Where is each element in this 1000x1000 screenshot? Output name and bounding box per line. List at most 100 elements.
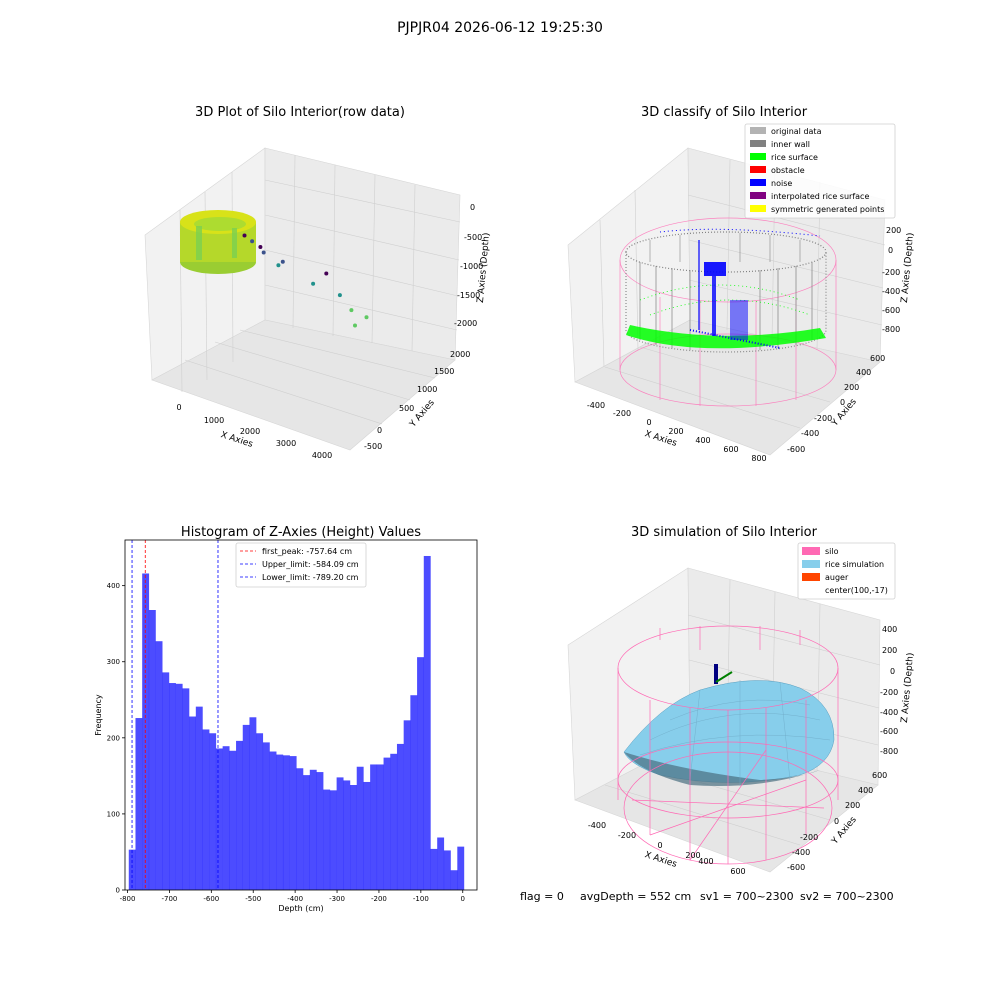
legend-label: silo: [825, 547, 839, 556]
classify-3d-title: 3D classify of Silo Interior: [641, 105, 808, 120]
histogram-bar: [182, 688, 190, 890]
raw-3d-grid: [179, 154, 461, 425]
simulation-3d-y-ticks: -600 -400 -200 0 200 400 600: [787, 771, 887, 872]
histogram-bar: [229, 750, 237, 890]
classify-3d-x-tick: 400: [695, 436, 710, 445]
legend-swatch: [750, 127, 766, 134]
histogram-ylabel: Frequency: [94, 694, 103, 736]
histogram-bar: [155, 641, 163, 890]
classify-3d-y-tick: -400: [801, 429, 819, 438]
legend-label: center(100,-17): [825, 586, 888, 595]
histogram-bar: [303, 775, 310, 890]
simulation-3d-y-tick: -200: [800, 833, 818, 842]
histogram-x-tick-label: -800: [120, 895, 136, 903]
histogram-bar: [249, 717, 257, 890]
legend-swatch: [750, 205, 766, 212]
raw-point: [280, 259, 285, 264]
histogram-y-tick-label: 300: [107, 658, 120, 666]
classify-3d-y-tick: 200: [844, 383, 859, 392]
histogram-bar: [316, 772, 324, 890]
raw-3d-title: 3D Plot of Silo Interior(row data): [195, 105, 405, 120]
histogram-bar: [309, 769, 317, 890]
simulation-3d-rice-shadow: [624, 752, 820, 786]
histogram-bar: [296, 768, 304, 890]
status-sv2: sv2 = 700~2300: [800, 890, 894, 903]
legend-label: symmetric generated points: [771, 205, 884, 214]
histogram-bar: [363, 781, 371, 890]
histogram-y-ticks: 0 100 200 300 400: [107, 582, 125, 895]
histogram-xlabel: Depth (cm): [278, 904, 323, 913]
raw-3d-z-tick: -1000: [460, 262, 483, 271]
histogram-bar: [336, 777, 344, 890]
simulation-3d-z-tick: 200: [882, 646, 897, 655]
classify-3d-z-tick: -800: [882, 325, 900, 334]
simulation-3d-title: 3D simulation of Silo Interior: [631, 525, 818, 540]
histogram-bar: [383, 757, 391, 890]
classify-3d-y-tick: -200: [814, 414, 832, 423]
panel-simulation-3d: 3D simulation of Silo Interior: [567, 525, 916, 876]
raw-3d-y-tick: -500: [364, 442, 382, 451]
legend-label: obstacle: [771, 166, 805, 175]
simulation-3d-x-tick: 200: [685, 851, 700, 860]
classify-3d-z-ticks: 200 0 -200 -400 -600 -800: [882, 226, 901, 334]
legend-label: rice surface: [771, 153, 818, 162]
simulation-3d-z-ticks: 400 200 0 -200 -400 -600 -800: [880, 625, 898, 756]
histogram-x-tick-label: -700: [161, 895, 177, 903]
raw-3d-pane-floor: [151, 319, 456, 451]
panel-classify-3d: 3D classify of Silo Interior: [567, 105, 916, 463]
histogram-bar: [262, 742, 270, 890]
raw-3d-rice-ring: [180, 210, 256, 274]
classify-3d-x-tick: 600: [723, 445, 738, 454]
raw-3d-x-tick: 3000: [276, 439, 296, 448]
simulation-3d-auger-icon: [714, 664, 733, 684]
histogram-y-tick-label: 100: [107, 810, 120, 818]
histogram-bar: [390, 753, 398, 890]
classify-3d-x-tick: 200: [668, 427, 683, 436]
raw-3d-y-tick: 500: [399, 404, 414, 413]
histogram-bar: [169, 683, 176, 890]
raw-point: [261, 250, 266, 255]
simulation-3d-x-tick: -200: [618, 831, 636, 840]
legend-label: rice simulation: [825, 560, 884, 569]
legend-swatch: [802, 560, 820, 568]
legend-label: interpolated rice surface: [771, 192, 869, 201]
histogram-y-tick-label: 0: [116, 887, 120, 895]
simulation-3d-y-tick: 600: [872, 771, 887, 780]
raw-3d-z-ticks: 0 -500 -1000 -1500 -2000: [454, 203, 483, 328]
raw-3d-outlier-points: [242, 233, 369, 328]
simulation-3d-y-tick: 400: [858, 786, 873, 795]
raw-point: [337, 293, 342, 298]
histogram-bar: [457, 846, 465, 890]
classify-3d-z-tick: 200: [886, 226, 901, 235]
raw-point: [353, 323, 357, 328]
raw-3d-z-tick: -1500: [457, 291, 480, 300]
classify-3d-y-tick: -600: [787, 445, 805, 454]
histogram-bar: [396, 743, 404, 890]
histogram-bar: [195, 706, 203, 890]
raw-3d-z-tick: -500: [464, 233, 482, 242]
histogram-x-tick-label: -200: [371, 895, 387, 903]
raw-3d-x-tick: 0: [176, 403, 181, 412]
status-avg-depth: avgDepth = 552 cm: [580, 890, 691, 903]
histogram-bar: [236, 740, 243, 890]
legend-swatch: [750, 153, 766, 160]
legend-swatch: [802, 573, 820, 581]
classify-3d-x-tick: -200: [613, 409, 631, 418]
histogram-title: Histogram of Z-Axies (Height) Values: [181, 525, 421, 540]
legend-swatch: [750, 179, 766, 186]
classify-3d-y-ticks: -600 -400 -200 0 200 400 600: [787, 354, 885, 454]
legend-label: Lower_limit: -789.20 cm: [262, 573, 359, 582]
simulation-3d-y-tick: 0: [834, 817, 839, 826]
classify-3d-z-tick: -600: [882, 306, 900, 315]
classify-3d-y-tick: 600: [870, 354, 885, 363]
histogram-bar: [410, 695, 418, 890]
histogram-bar: [282, 755, 290, 890]
classify-3d-silo-wire: [619, 217, 837, 407]
histogram-axes-frame: [124, 539, 478, 891]
classify-3d-noise: [659, 228, 821, 349]
legend-swatch: [802, 547, 820, 555]
simulation-3d-y-tick: -600: [787, 863, 805, 872]
histogram-x-tick-label: -400: [287, 895, 303, 903]
histogram-bar: [323, 789, 331, 890]
